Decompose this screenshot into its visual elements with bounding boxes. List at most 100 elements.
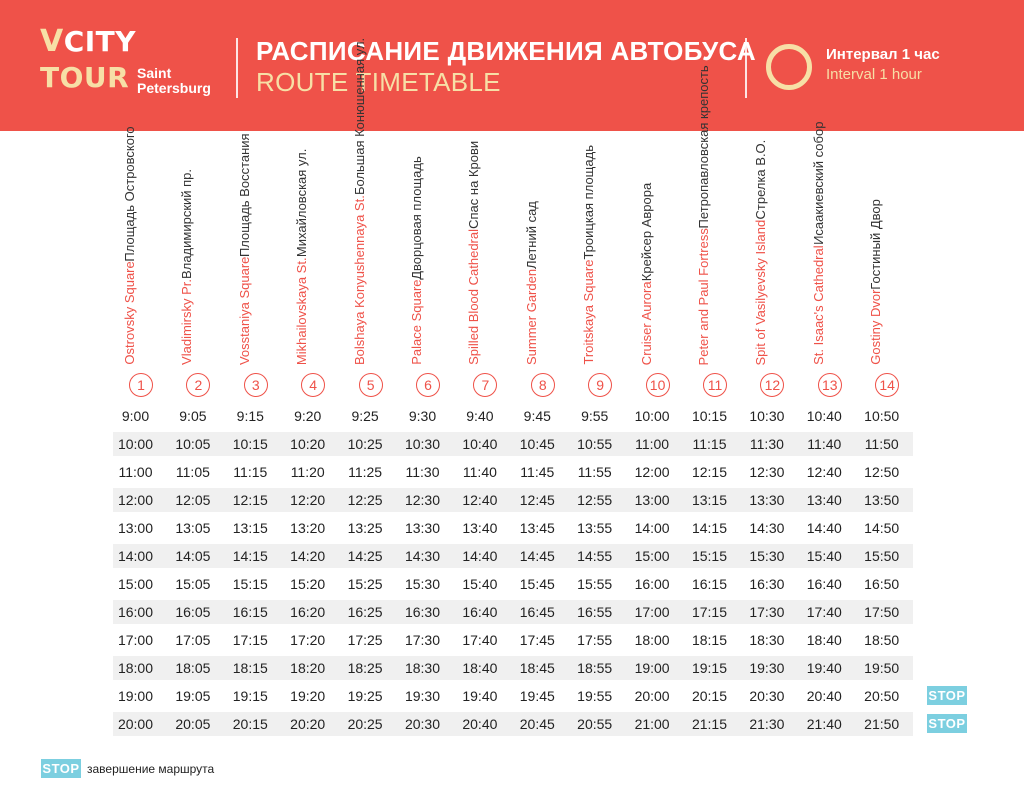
- time-cell: 15:00: [117, 576, 154, 592]
- time-cell: 18:15: [232, 660, 268, 676]
- time-cell: 11:15: [692, 436, 727, 452]
- time-cell: 10:55: [577, 436, 613, 452]
- stop-name-en: Mikhailovskaya St.: [294, 257, 310, 365]
- stop-name-en: St. Isaac's Cathedral: [810, 245, 826, 365]
- logo-tour: TOUR: [40, 61, 130, 94]
- time-cell: 11:45: [520, 464, 555, 480]
- stop-name-en: Ostrovsky Square: [122, 261, 137, 365]
- time-cell: 14:50: [864, 520, 900, 536]
- time-cell: 19:00: [117, 688, 154, 704]
- time-cell: 11:40: [807, 436, 842, 452]
- time-cell: 11:00: [635, 436, 670, 452]
- interval-ru: Интервал 1 час: [826, 46, 940, 63]
- table-row: 14:00 14:05 14:15 14:20 14:25 14:30 14:40 14:45…: [113, 544, 913, 568]
- time-cell: 16:45: [519, 604, 555, 620]
- stop-name-en: Gostiny Dvor: [868, 289, 884, 365]
- stop-number-badge: 12: [760, 373, 785, 397]
- time-cell: 20:30: [404, 716, 441, 732]
- time-cell: 12:30: [404, 492, 441, 508]
- stop-number-badge: 10: [645, 373, 670, 397]
- stop-name-ru: Дворцовая площадь: [409, 156, 424, 280]
- circle-icon: [766, 44, 812, 90]
- stop-header: Петропавловская крепость Peter and Paul F…: [687, 65, 744, 365]
- time-cell: 12:30: [749, 464, 785, 480]
- time-cell: 10:30: [404, 436, 441, 452]
- time-cell: 19:00: [634, 660, 670, 676]
- time-cell: 15:30: [749, 548, 785, 564]
- time-cell: 14:30: [404, 548, 441, 564]
- time-cell: 16:15: [691, 576, 728, 592]
- time-cell: 21:40: [806, 716, 842, 732]
- time-cell: 17:40: [462, 632, 498, 648]
- stop-name-ru: Крейсер Аврора: [638, 182, 654, 282]
- time-cell: 14:00: [634, 520, 670, 536]
- time-cell: 21:00: [634, 716, 670, 732]
- time-cell: 16:20: [290, 604, 326, 620]
- time-cell: 11:15: [233, 464, 268, 480]
- time-cell: 13:55: [577, 520, 613, 536]
- interval-en: Interval 1 hour: [826, 66, 922, 83]
- stop-name-ru: Летний сад: [523, 200, 539, 269]
- time-cell: 13:50: [864, 492, 900, 508]
- stop-name-ru: Большая Конюшенная ул.: [351, 37, 367, 196]
- time-cell: 14:00: [117, 548, 154, 564]
- stop-name-en: Vladimirsky Pr.: [179, 279, 195, 365]
- time-cell: 12:50: [864, 464, 900, 480]
- stop-name-ru: Стрелка В.О.: [753, 139, 769, 220]
- time-cell: 10:40: [806, 408, 842, 424]
- table-row: 12:00 12:05 12:15 12:20 12:25 12:30 12:40 12:45…: [113, 488, 913, 512]
- time-cell: 20:00: [634, 688, 670, 704]
- time-cell: 13:00: [634, 492, 670, 508]
- stop-header: Стрелка В.О. Spit of Vasilyevsky Island: [744, 140, 801, 366]
- city-tour-logo: VCITY TOUR Saint Petersburg: [40, 26, 230, 106]
- time-cell: 14:40: [462, 548, 498, 564]
- time-cell: 9:15: [236, 408, 264, 424]
- time-cell: 15:00: [634, 548, 670, 564]
- time-cell: 19:30: [749, 660, 785, 676]
- time-cell: 9:55: [581, 408, 609, 424]
- time-cell: 13:45: [519, 520, 555, 536]
- time-cell: 15:15: [232, 576, 268, 592]
- time-cell: 18:25: [347, 660, 383, 676]
- time-cell: 17:30: [749, 604, 785, 620]
- time-cell: 16:00: [634, 576, 670, 592]
- time-cell: 19:55: [577, 688, 613, 704]
- stop-header: Михайловская ул. Mikhailovskaya St.: [285, 149, 342, 365]
- time-cell: 18:40: [806, 632, 842, 648]
- time-cell: 18:40: [462, 660, 498, 676]
- stop-name-en: Peter and Paul Fortress: [696, 227, 711, 365]
- time-cell: 15:20: [290, 576, 326, 592]
- time-cell: 12:40: [806, 464, 842, 480]
- time-cell: 15:40: [806, 548, 842, 564]
- time-cell: 17:40: [806, 604, 842, 620]
- time-cell: 10:00: [117, 436, 154, 452]
- time-cell: 12:00: [117, 492, 154, 508]
- time-cell: 21:50: [864, 716, 900, 732]
- time-cell: 17:50: [864, 604, 900, 620]
- stop-name-en: Bolshaya Konyushennaya St.: [351, 195, 367, 365]
- stop-header: Дворцовая площадь Palace Square: [400, 156, 457, 365]
- stop-number-badge: 6: [416, 373, 440, 397]
- logo-city: CITY: [63, 25, 137, 58]
- stop-number-badge: 8: [530, 373, 555, 397]
- stop-name-ru: Спас на Крови: [466, 141, 482, 230]
- stop-name-ru: Владимирский пр.: [179, 169, 195, 280]
- time-cell: 17:15: [232, 632, 268, 648]
- stop-name-ru: Исаакиевский собор: [810, 122, 826, 246]
- time-cell: 18:30: [749, 632, 785, 648]
- stop-number-badge: 7: [473, 373, 498, 397]
- time-cell: 21:30: [749, 716, 785, 732]
- logo-saint: Saint: [137, 65, 172, 81]
- time-cell: 14:20: [290, 548, 326, 564]
- time-cell: 20:05: [175, 716, 211, 732]
- time-cell: 20:25: [347, 716, 383, 732]
- stop-badge: STOP: [927, 686, 967, 705]
- stop-name-ru: Площадь Восстания: [236, 132, 252, 257]
- time-cell: 19:05: [175, 688, 211, 704]
- time-cell: 19:20: [290, 688, 326, 704]
- time-cell: 12:45: [519, 492, 555, 508]
- time-cell: 11:25: [348, 464, 383, 480]
- time-cell: 16:30: [404, 604, 441, 620]
- time-cell: 17:15: [691, 604, 728, 620]
- stop-header: Летний сад Summer Garden: [515, 175, 572, 365]
